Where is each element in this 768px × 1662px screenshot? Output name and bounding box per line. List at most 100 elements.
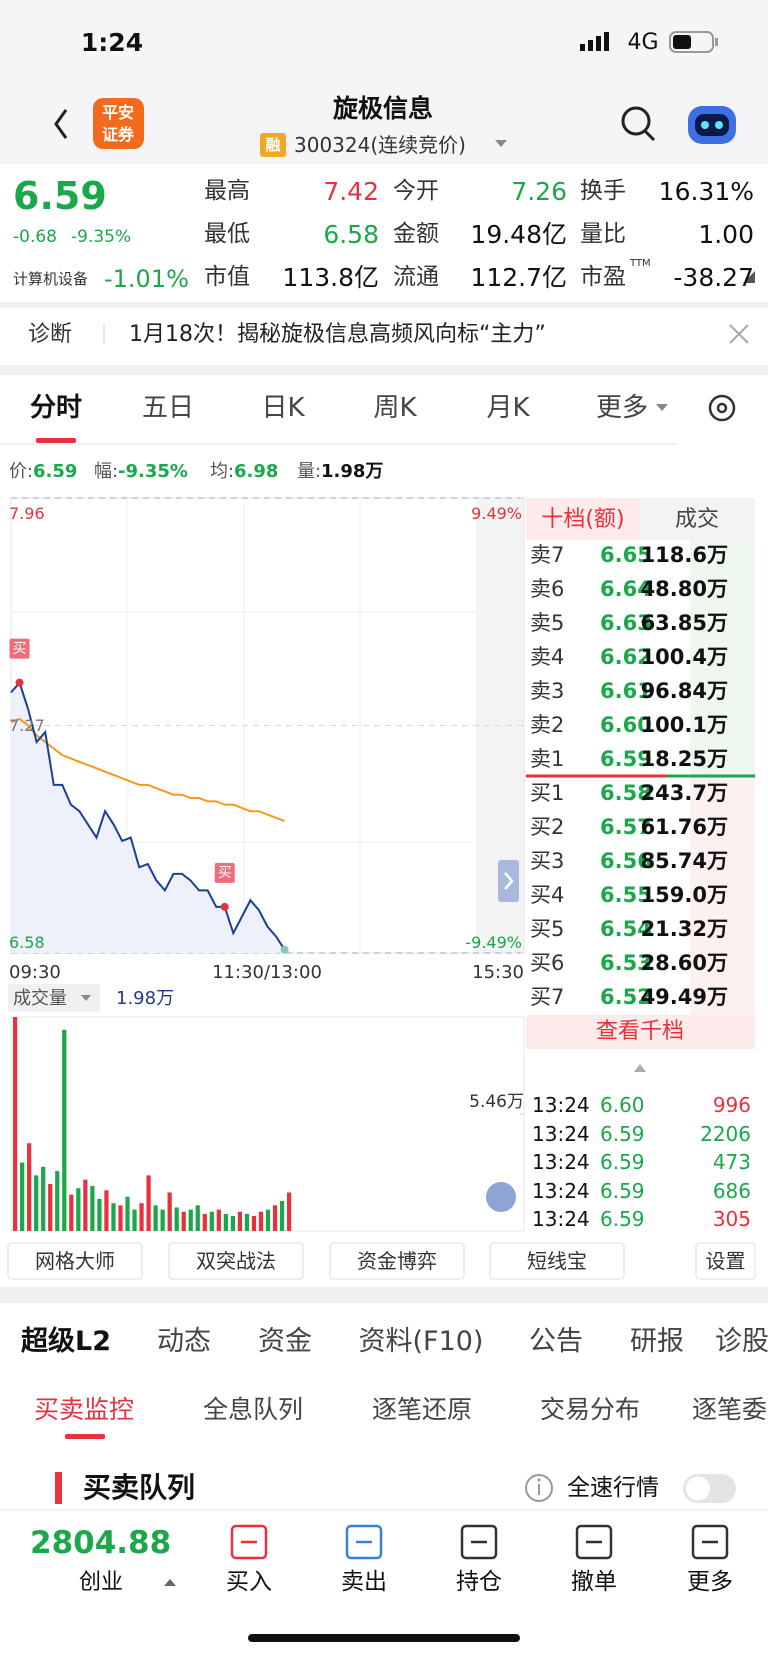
dropdown-icon[interactable] [81,995,91,1001]
badge: 融 [265,136,281,154]
book-price: 6.56 [600,848,652,873]
price-area [11,682,285,953]
info-label: 幅: [94,460,119,482]
trade-volume: 686 [712,1178,751,1203]
volume-bar [174,1207,179,1231]
divider [0,365,768,375]
book-level: 买2 [530,814,565,839]
volume-bar [76,1188,81,1231]
book-level: 卖4 [530,644,565,669]
search-icon[interactable] [621,106,656,142]
stat-label: 市值 [204,264,250,290]
book-volume: 85.74万 [640,848,728,873]
y-tick-label: 6.58 [9,932,45,952]
volume-bar [48,1183,53,1231]
news-headline[interactable]: 1月18次！揭秘旋极信息高频风向标“主力” [129,321,546,347]
book-price: 6.64 [600,576,652,601]
dropdown-icon[interactable] [495,140,507,147]
toggle[interactable] [683,1474,736,1503]
volume-bar [139,1203,144,1231]
detail-tab[interactable]: 资金 [258,1325,312,1357]
action-label[interactable]: 买入 [226,1569,272,1595]
detail-tab[interactable]: 研报 [630,1325,684,1357]
info-icon[interactable] [525,1474,553,1502]
trade-volume: 305 [712,1207,751,1232]
action-icon [345,1524,383,1560]
more-depth-bg[interactable] [526,1015,755,1049]
expand-button[interactable] [498,860,519,902]
book-level: 买5 [530,916,565,941]
chart-tab[interactable]: 日K [261,393,305,423]
detail-tab[interactable]: 诊股 [715,1325,768,1357]
assistant-icon[interactable] [688,106,736,144]
book-tab[interactable]: 十档(额) [541,506,625,532]
trade-price: 6.60 [600,1093,645,1117]
detail-tab[interactable]: 公告 [529,1325,583,1357]
chart-tab[interactable]: 五日 [141,393,195,423]
y-tick-label: 7.27 [9,716,45,735]
book-tab-bg [640,498,755,540]
action-label[interactable]: 卖出 [341,1569,387,1595]
y2-tick-label: -9.49% [465,932,522,952]
book-level: 买3 [530,848,565,873]
divider [0,1287,768,1303]
book-level: 卖7 [530,542,565,567]
book-price: 6.60 [600,712,652,737]
info-label: 价: [9,460,34,482]
close-icon[interactable] [729,324,749,344]
detail-tab[interactable]: 资料(F10) [358,1325,484,1357]
tool-label[interactable]: 短线宝 [527,1249,587,1273]
sub-tab[interactable]: 逐笔委托 [691,1394,768,1424]
action-label[interactable]: 撤单 [571,1569,617,1595]
section-title: 买卖队列 [83,1471,196,1504]
sub-tab[interactable]: 买卖监控 [33,1394,135,1424]
sub-tab[interactable]: 全息队列 [202,1394,304,1424]
action-label[interactable]: 更多 [687,1569,733,1595]
stat-label: 金额 [393,221,439,247]
more-depth[interactable]: 查看千档 [595,1018,685,1044]
detail-tab[interactable]: 动态 [157,1325,211,1357]
volume-bar [118,1205,123,1231]
sub-tab[interactable]: 逐笔还原 [371,1394,473,1424]
detail-tab[interactable]: 超级L2 [21,1325,111,1357]
tool-label[interactable]: 资金博弈 [357,1249,437,1273]
sector-change: -1.01% [104,264,189,293]
volume-bar [160,1209,165,1231]
volume-bar [181,1211,186,1231]
x-tick-label: 11:30/13:00 [212,961,322,983]
volume-tick-label: 5.46万 [469,1092,524,1113]
sub-tab[interactable]: 交易分布 [539,1394,641,1424]
book-tab[interactable]: 成交 [674,506,720,532]
volume-bar [216,1209,221,1231]
sector-name: 计算机设备 [13,270,89,288]
chart-tab[interactable]: 更多 [595,393,649,423]
chart-tab[interactable]: 周K [373,393,417,423]
tool-label[interactable]: 设置 [705,1249,746,1273]
chart-tab[interactable]: 分时 [29,393,83,423]
toggle-label: 全速行情 [567,1475,659,1501]
settings-icon[interactable] [708,394,736,422]
volume-bar [83,1179,88,1231]
trade-volume: 2206 [700,1121,751,1146]
book-volume: 100.1万 [640,712,728,737]
book-volume: 118.6万 [640,542,728,567]
volume-bar [202,1213,207,1231]
logo-text: 平安 [101,102,135,122]
book-price: 6.65 [600,542,652,567]
book-price: 6.57 [600,814,652,839]
fullscreen-button[interactable] [486,1182,516,1212]
tool-label[interactable]: 双突战法 [196,1249,276,1273]
dropdown-icon[interactable] [656,404,668,411]
action-icon [575,1524,613,1560]
up-icon[interactable] [164,1579,176,1586]
volume-bar [41,1166,46,1231]
volume-bar [251,1216,257,1231]
stat-value: 16.31% [658,176,754,206]
back-icon[interactable] [54,109,68,139]
chart-tab[interactable]: 月K [486,393,530,423]
action-label[interactable]: 持仓 [456,1569,502,1595]
book-volume: 28.60万 [640,950,728,975]
tool-label[interactable]: 网格大师 [35,1249,115,1273]
info-value: 1.98万 [321,460,384,482]
volume-bar [111,1203,116,1231]
